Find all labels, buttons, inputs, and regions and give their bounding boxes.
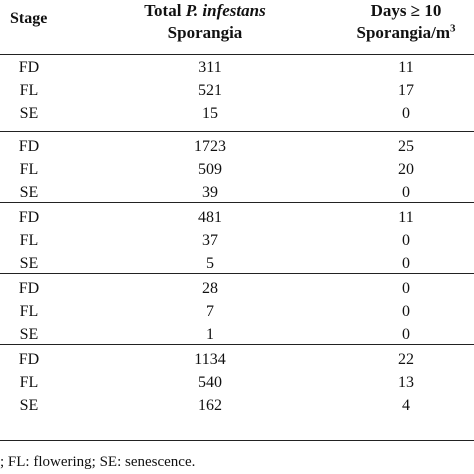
header-total-line2: Sporangia: [167, 23, 243, 42]
table-row: SE 5 0: [0, 252, 474, 275]
header-total-line1: Total P. infestans: [120, 0, 290, 22]
cell-total: 37: [202, 232, 218, 249]
cell-days: 0: [402, 255, 410, 272]
table-row: FL 37 0: [0, 229, 474, 252]
cell-total: 1: [206, 326, 214, 343]
table-row: SE 1 0: [0, 323, 474, 346]
cell-days: 0: [402, 326, 410, 343]
cell-stage: FL: [19, 303, 39, 320]
cell-stage: FD: [18, 209, 40, 226]
table-row: FD 481 11: [0, 206, 474, 229]
header-days-line1: Days ≥ 10: [370, 1, 442, 20]
row-group: FD 481 11 FL 37 0 SE 5 0: [0, 206, 474, 275]
cell-days: 0: [402, 232, 410, 249]
cell-days: 17: [398, 82, 414, 99]
cell-total: 1723: [194, 138, 226, 155]
table-row: FL 509 20: [0, 158, 474, 181]
cell-days: 0: [402, 303, 410, 320]
cell-days: 22: [398, 351, 414, 368]
table-row: FD 28 0: [0, 277, 474, 300]
cell-days: 13: [398, 374, 414, 391]
group-divider: [0, 440, 474, 441]
table-row: SE 15 0: [0, 102, 474, 125]
header-stage: Stage: [10, 10, 48, 27]
header-total-sporangia: Total P. infestans Sporangia: [120, 0, 290, 44]
cell-total: 481: [198, 209, 222, 226]
cell-stage: FD: [18, 59, 40, 76]
cell-total: 1134: [194, 351, 226, 368]
table-row: FD 1134 22: [0, 348, 474, 371]
cell-total: 5: [206, 255, 214, 272]
row-group: FD 1723 25 FL 509 20 SE 39 0: [0, 135, 474, 204]
cell-days: 0: [402, 280, 410, 297]
header-divider: [0, 54, 474, 55]
table-header: Stage Total P. infestans Sporangia Days …: [0, 0, 474, 54]
cell-stage: FL: [19, 161, 39, 178]
cell-days: 4: [402, 397, 410, 414]
header-days-unit: Sporangia/m: [356, 23, 451, 42]
table-row: FL 521 17: [0, 79, 474, 102]
cell-stage: FD: [18, 280, 40, 297]
cell-days: 20: [398, 161, 414, 178]
cell-total: 15: [202, 105, 218, 122]
cell-stage: SE: [19, 255, 39, 272]
table-row: SE 162 4: [0, 394, 474, 417]
cell-total: 7: [206, 303, 214, 320]
table-footnote: ; FL: flowering; SE: senescence.: [0, 454, 196, 470]
cell-days: 25: [398, 138, 414, 155]
cell-stage: FL: [19, 374, 39, 391]
group-divider: [0, 202, 474, 203]
table-row: FD 1723 25: [0, 135, 474, 158]
cell-stage: SE: [19, 326, 39, 343]
cell-stage: FL: [19, 82, 39, 99]
cell-total: 162: [198, 397, 222, 414]
group-divider: [0, 131, 474, 132]
row-group: FD 28 0 FL 7 0 SE 1 0: [0, 277, 474, 346]
group-divider: [0, 344, 474, 345]
cell-total: 509: [198, 161, 222, 178]
cell-stage: SE: [19, 397, 39, 414]
cell-stage: FD: [18, 351, 40, 368]
cell-total: 521: [198, 82, 222, 99]
table-row: FL 540 13: [0, 371, 474, 394]
cell-stage: SE: [19, 184, 39, 201]
header-total-prefix: Total: [144, 1, 186, 20]
cell-total: 540: [198, 374, 222, 391]
cell-total: 311: [198, 59, 222, 76]
cell-days: 0: [402, 184, 410, 201]
header-days-line2: Sporangia/m3: [326, 22, 474, 44]
row-group: FD 1134 22 FL 540 13 SE 162 4: [0, 348, 474, 417]
table-row: SE 39 0: [0, 181, 474, 204]
group-divider: [0, 273, 474, 274]
cell-total: 28: [202, 280, 218, 297]
table-row: FL 7 0: [0, 300, 474, 323]
cell-days: 0: [402, 105, 410, 122]
cell-stage: FD: [18, 138, 40, 155]
cell-stage: FL: [19, 232, 39, 249]
cell-days: 11: [398, 209, 414, 226]
header-days-threshold: Days ≥ 10 Sporangia/m3: [326, 0, 474, 44]
cell-days: 11: [398, 59, 414, 76]
header-days-sup: 3: [450, 22, 456, 35]
cell-total: 39: [202, 184, 218, 201]
table-row: FD 311 11: [0, 56, 474, 79]
cell-stage: SE: [19, 105, 39, 122]
row-group: FD 311 11 FL 521 17 SE 15 0: [0, 56, 474, 125]
header-total-species: P. infestans: [185, 1, 266, 20]
